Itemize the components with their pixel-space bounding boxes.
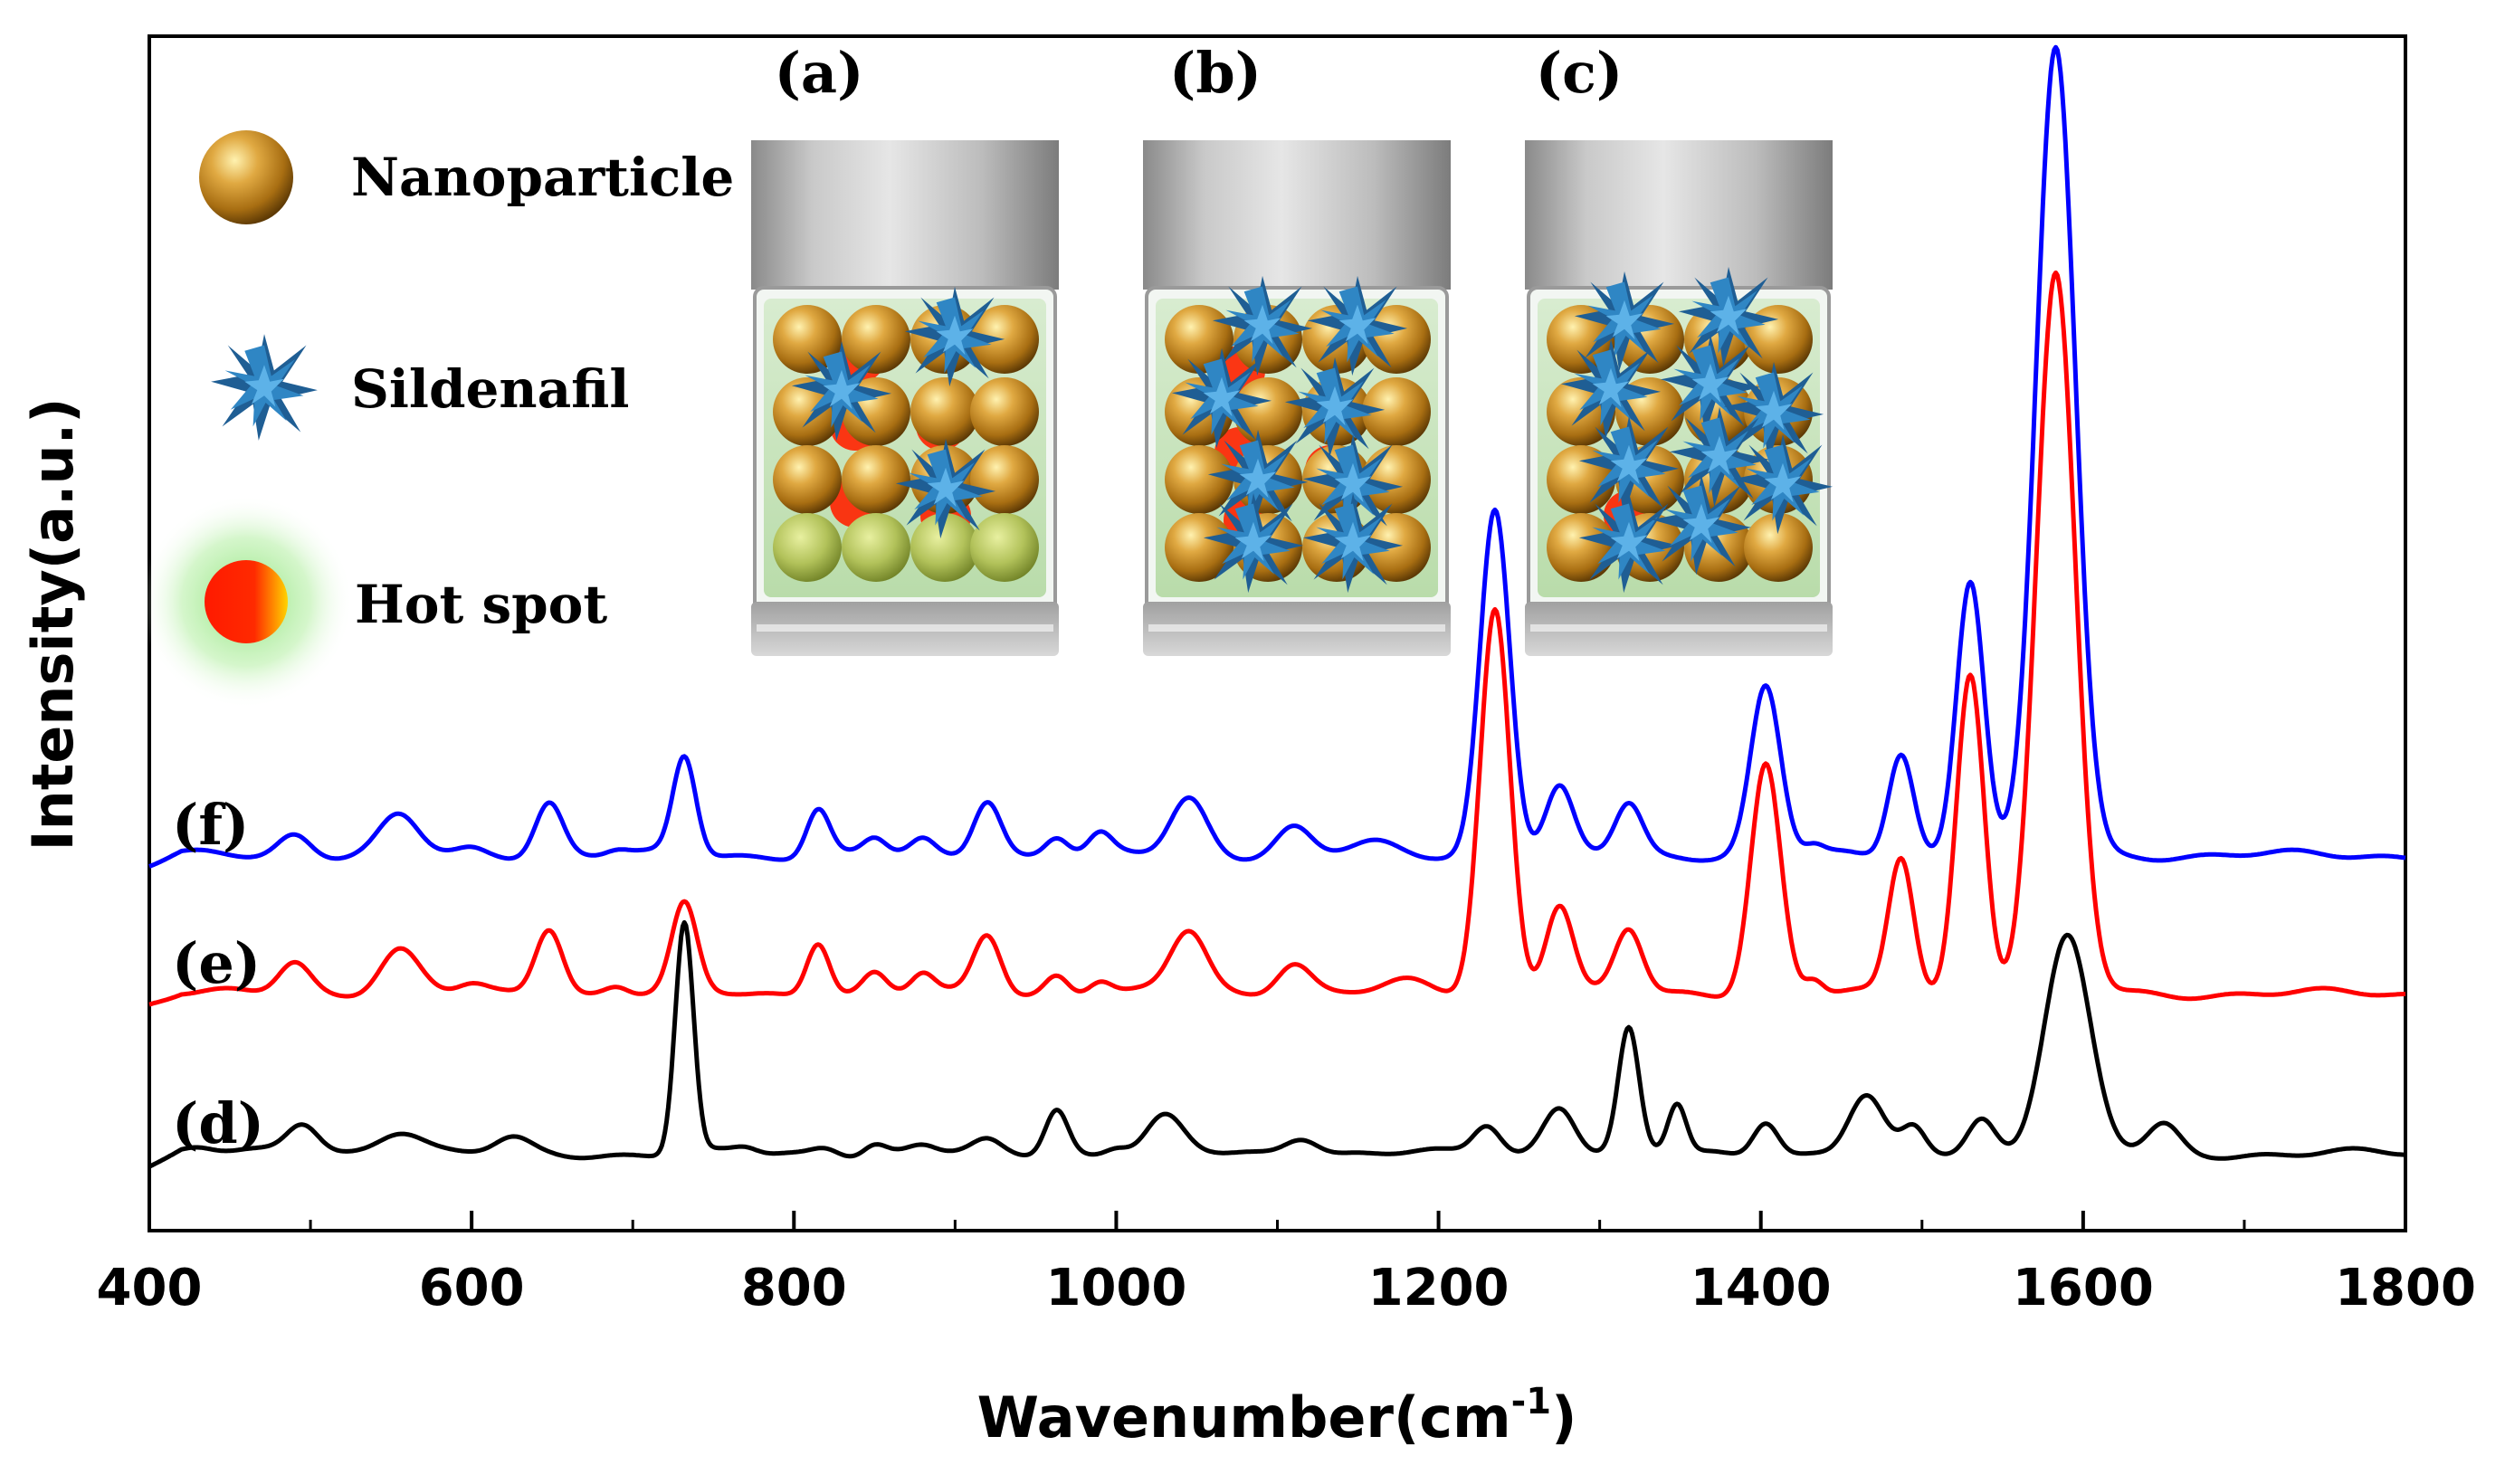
x-axis-label-main: Wavenumber(cm xyxy=(977,1384,1511,1451)
legend-item-hot-spot: Hot spot xyxy=(139,495,607,709)
x-tick-label: 400 xyxy=(97,1259,203,1318)
panel-label: (c) xyxy=(1536,40,1623,106)
vial: (b) xyxy=(1143,40,1451,656)
sildenafil-star-icon xyxy=(211,334,318,441)
panel-label: (b) xyxy=(1169,40,1262,106)
x-tick-label: 1800 xyxy=(2335,1259,2476,1318)
spectra-group xyxy=(148,44,2406,1169)
x-tick-label: 1200 xyxy=(1368,1259,1510,1318)
vial: (a) xyxy=(751,40,1059,656)
x-tick-label: 1000 xyxy=(1045,1259,1186,1318)
x-axis-label-close: ) xyxy=(1551,1384,1576,1451)
legend-label-hot-spot: Hot spot xyxy=(355,574,607,635)
legend-label-nanoparticle: Nanoparticle xyxy=(351,147,734,208)
series-label: (e) xyxy=(172,930,261,996)
series-label: (f) xyxy=(172,792,249,858)
legend-label-sildenafil: Sildenafil xyxy=(351,358,629,420)
x-axis-label: Wavenumber(cm-1) xyxy=(977,1381,1577,1451)
nanoparticle-icon xyxy=(199,130,293,224)
y-axis-label: Intensity(a.u.) xyxy=(20,398,86,851)
spectrum-line xyxy=(148,919,2406,1169)
panel-label: (a) xyxy=(775,40,864,106)
hot-spot-icon xyxy=(205,560,288,643)
x-tick-label: 600 xyxy=(419,1259,525,1318)
x-tick-label: 1600 xyxy=(2013,1259,2154,1318)
spectrum-line xyxy=(148,44,2406,869)
spectrum-line xyxy=(148,270,2406,1007)
inset-vials: (a) (b) (c) xyxy=(751,40,1834,656)
x-tick-label: 800 xyxy=(741,1259,847,1318)
x-axis: 400 600 800 1000 1200 1400 1600 1800 xyxy=(97,1211,2476,1318)
vial: (c) xyxy=(1525,40,1834,656)
series-labels: (d) (e) (f) xyxy=(172,792,264,1156)
legend-item-nanoparticle: Nanoparticle xyxy=(199,130,734,224)
inset-legend: Nanoparticle Sildenafil Hot spot xyxy=(139,130,734,709)
series-label: (d) xyxy=(172,1090,264,1156)
x-axis-label-superscript: -1 xyxy=(1511,1381,1551,1422)
x-tick-label: 1400 xyxy=(1691,1259,1832,1318)
legend-item-sildenafil: Sildenafil xyxy=(211,334,629,441)
